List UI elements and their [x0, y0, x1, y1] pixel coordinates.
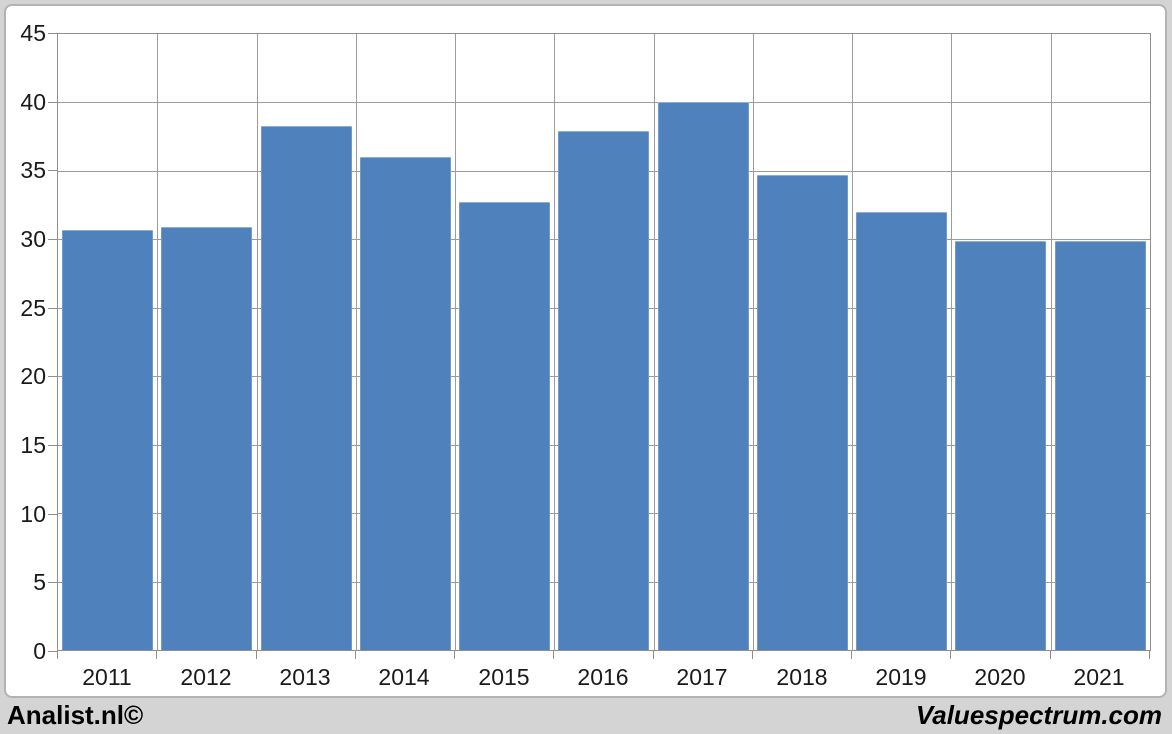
x-tick-label: 2021 — [1073, 664, 1125, 690]
gridline-vertical — [554, 34, 555, 650]
y-tick-mark — [48, 170, 57, 171]
bar-2021 — [1055, 241, 1146, 650]
gridline-vertical — [257, 34, 258, 650]
gridline-vertical — [157, 34, 158, 650]
gridline-horizontal — [58, 102, 1150, 103]
bar-2018 — [757, 175, 848, 650]
y-tick-label: 15 — [20, 432, 46, 458]
footer-right-brand: Valuespectrum.com — [915, 700, 1162, 730]
x-tick-label: 2013 — [279, 664, 331, 690]
x-tick-mark — [355, 651, 356, 659]
x-tick-label: 2011 — [82, 664, 132, 690]
x-tick-mark — [653, 651, 654, 659]
x-tick-mark — [57, 651, 58, 659]
x-tick-mark — [950, 651, 951, 659]
y-tick-label: 0 — [33, 638, 46, 664]
y-tick-mark — [48, 102, 57, 103]
x-tick-label: 2018 — [776, 664, 828, 690]
y-tick-label: 40 — [20, 89, 46, 115]
y-tick-mark — [48, 651, 57, 652]
y-tick-mark — [48, 239, 57, 240]
y-tick-mark — [48, 582, 57, 583]
bar-2013 — [261, 126, 352, 650]
gridline-vertical — [1051, 34, 1052, 650]
y-tick-label: 35 — [20, 157, 46, 183]
bar-2011 — [62, 230, 153, 650]
bar-2014 — [360, 157, 451, 650]
gridline-vertical — [356, 34, 357, 650]
y-tick-mark — [48, 33, 57, 34]
x-tick-mark — [1050, 651, 1051, 659]
x-tick-mark — [553, 651, 554, 659]
y-tick-label: 20 — [20, 363, 46, 389]
x-tick-mark — [256, 651, 257, 659]
y-tick-label: 5 — [33, 569, 46, 595]
x-tick-mark — [752, 651, 753, 659]
y-tick-label: 30 — [20, 226, 46, 252]
bar-2016 — [558, 131, 649, 650]
x-tick-label: 2014 — [378, 664, 430, 690]
x-tick-label: 2017 — [676, 664, 728, 690]
gridline-vertical — [852, 34, 853, 650]
x-tick-label: 2019 — [875, 664, 927, 690]
bar-2012 — [161, 227, 252, 650]
gridline-vertical — [654, 34, 655, 650]
x-tick-mark — [851, 651, 852, 659]
x-tick-label: 2016 — [577, 664, 629, 690]
y-tick-mark — [48, 514, 57, 515]
bar-2017 — [658, 102, 749, 650]
y-tick-label: 25 — [20, 295, 46, 321]
bar-2015 — [459, 202, 550, 650]
gridline-vertical — [455, 34, 456, 650]
y-tick-label: 10 — [20, 501, 46, 527]
x-tick-mark — [156, 651, 157, 659]
y-tick-label: 45 — [20, 20, 46, 46]
gridline-vertical — [951, 34, 952, 650]
x-tick-mark — [454, 651, 455, 659]
gridline-vertical — [753, 34, 754, 650]
x-tick-mark — [1149, 651, 1150, 659]
plot-area — [57, 33, 1151, 651]
x-tick-label: 2012 — [180, 664, 232, 690]
y-tick-mark — [48, 445, 57, 446]
footer-left-brand: Analist.nl© — [7, 700, 144, 730]
bar-2020 — [955, 241, 1046, 650]
x-tick-label: 2015 — [478, 664, 530, 690]
bar-2019 — [856, 212, 947, 650]
y-tick-mark — [48, 308, 57, 309]
x-tick-label: 2020 — [974, 664, 1026, 690]
y-tick-mark — [48, 376, 57, 377]
